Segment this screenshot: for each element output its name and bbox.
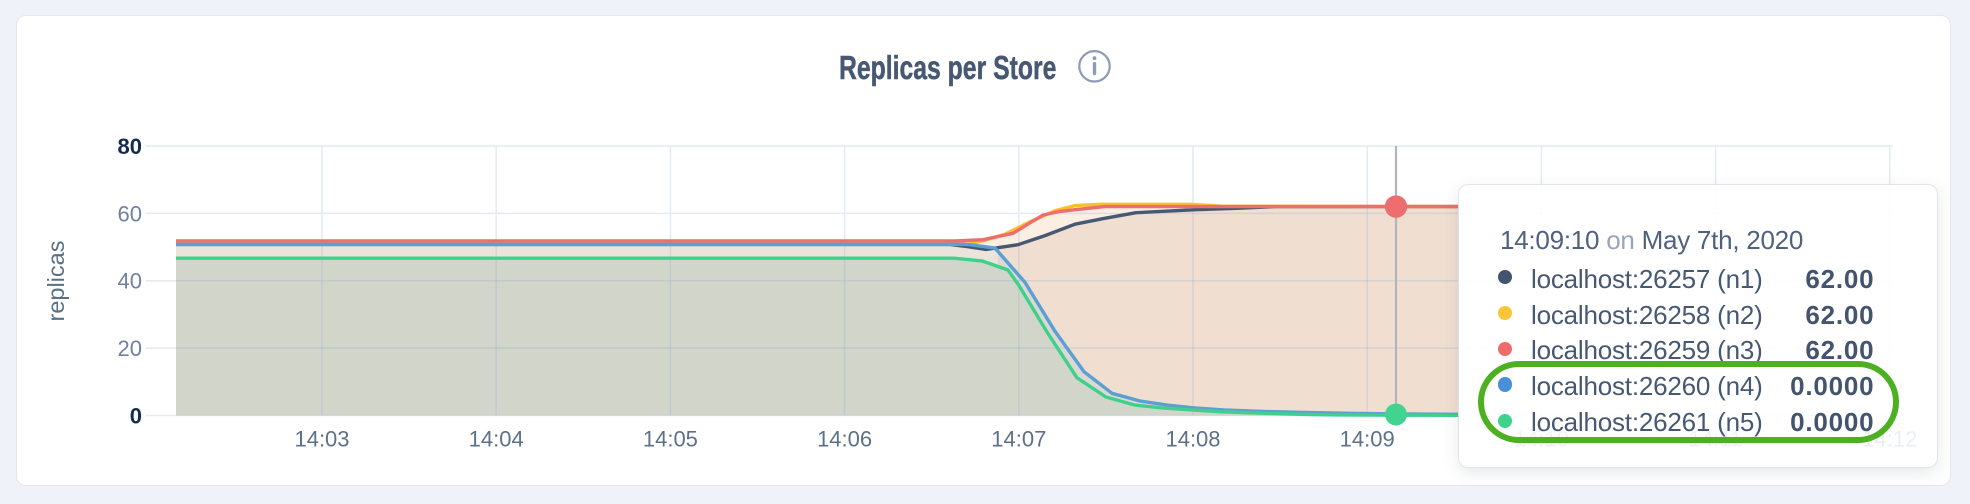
- svg-text:14:03: 14:03: [294, 426, 349, 451]
- svg-text:0: 0: [130, 403, 142, 428]
- svg-text:14:09: 14:09: [1340, 426, 1395, 451]
- svg-text:14:04: 14:04: [469, 426, 524, 451]
- svg-text:14:08: 14:08: [1165, 426, 1220, 451]
- svg-text:20: 20: [118, 336, 142, 361]
- svg-text:40: 40: [118, 269, 142, 294]
- svg-text:replicas: replicas: [43, 241, 69, 322]
- svg-text:14:05: 14:05: [643, 426, 698, 451]
- svg-text:14:06: 14:06: [817, 426, 872, 451]
- svg-text:60: 60: [118, 201, 142, 226]
- svg-text:80: 80: [118, 134, 142, 159]
- svg-text:14:07: 14:07: [991, 426, 1046, 451]
